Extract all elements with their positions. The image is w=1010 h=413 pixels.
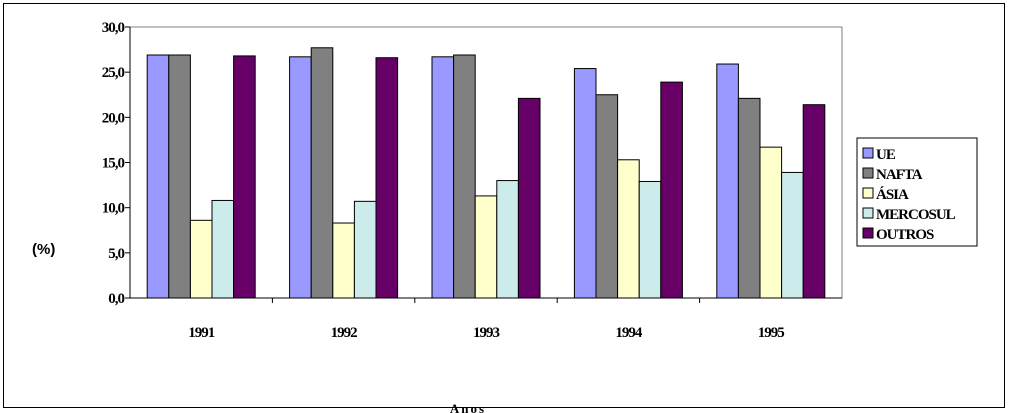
legend-label-nafta: NAFTA: [876, 167, 923, 183]
legend-swatch-outros: [862, 227, 874, 239]
bar-ue-1993: [431, 56, 455, 299]
bar-mercosul-1994: [638, 180, 662, 299]
y-tick-label: 20,0: [102, 110, 125, 126]
y-tick-label: 10,0: [102, 201, 125, 217]
bar-outros-1993: [517, 97, 541, 299]
legend-swatch-ue: [862, 147, 874, 159]
bar-ásia-1992: [332, 222, 355, 299]
legend-swatch-nafta: [862, 167, 874, 179]
x-tick-label: 1991: [188, 325, 215, 341]
bar-outros-1994: [660, 81, 683, 299]
legend-label-ue: UE: [876, 147, 896, 163]
bar-mercosul-1995: [781, 171, 804, 299]
legend-label-outros: OUTROS: [876, 227, 934, 243]
legend: UE NAFTA ÁSIA MERCOSUL OUTROS: [856, 137, 978, 247]
y-tick-label: 0,0: [108, 291, 124, 307]
bar-ásia-1993: [474, 195, 498, 299]
bar-ue-1992: [289, 56, 312, 299]
bar-ásia-1995: [759, 146, 783, 299]
x-tick-label: 1992: [331, 325, 358, 341]
y-tick-label: 15,0: [102, 156, 125, 172]
bar-ásia-1994: [617, 159, 640, 299]
bar-ásia-1991: [189, 219, 213, 299]
x-tick-label: 1993: [473, 325, 500, 341]
bar-ue-1994: [573, 68, 597, 299]
bar-nafta-1994: [595, 94, 619, 299]
bar-outros-1995: [802, 104, 826, 299]
bar-mercosul-1991: [211, 199, 235, 299]
legend-label-mercosul: MERCOSUL: [876, 207, 956, 223]
y-tick-label: 25,0: [102, 65, 125, 81]
x-axis-title: Anos: [450, 401, 486, 413]
bar-nafta-1995: [737, 97, 761, 299]
x-tick-label: 1994: [615, 325, 643, 341]
legend-swatch-mercosul: [862, 207, 874, 219]
bar-ue-1995: [716, 63, 739, 299]
legend-swatch-ásia: [862, 187, 874, 199]
bar-nafta-1992: [310, 47, 334, 299]
bar-nafta-1991: [168, 54, 191, 299]
bar-outros-1992: [375, 57, 399, 299]
legend-box: [856, 137, 978, 247]
bar-nafta-1993: [453, 54, 476, 299]
y-axis-title: (%): [32, 241, 55, 258]
bar-mercosul-1992: [353, 200, 377, 299]
legend-label-ásia: ÁSIA: [876, 186, 909, 203]
bar-ue-1991: [146, 54, 170, 299]
y-tick-label: 5,0: [108, 246, 124, 262]
bar-outros-1991: [233, 55, 256, 299]
bar-mercosul-1993: [496, 180, 519, 299]
y-tick-label: 30,0: [102, 20, 125, 36]
x-tick-label: 1995: [758, 325, 785, 341]
